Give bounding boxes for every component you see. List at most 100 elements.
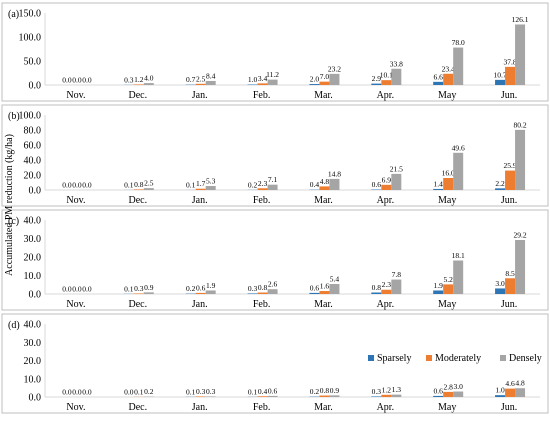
bar-sparsely	[495, 188, 505, 190]
data-label: 2.2	[495, 179, 505, 188]
legend-label: Moderately	[435, 353, 481, 364]
data-label: 0.6	[268, 386, 278, 395]
x-tick-label: Dec.	[129, 90, 148, 101]
data-label: 3.0	[454, 382, 464, 391]
bar-sparsely	[495, 395, 505, 397]
data-label: 0.0	[124, 388, 134, 397]
bar-densely	[515, 130, 525, 190]
bar-densely	[268, 185, 278, 190]
bar-densely	[391, 395, 401, 397]
bar-densely	[144, 83, 154, 85]
bar-moderately	[443, 74, 453, 85]
data-label: 0.6	[196, 283, 206, 292]
x-tick-label: Dec.	[129, 195, 148, 206]
data-label: 10.7	[494, 70, 507, 79]
bar-moderately	[319, 291, 329, 294]
data-label: 2.8	[444, 382, 454, 391]
x-tick-label: Jun.	[501, 402, 517, 413]
y-tick-label: 40.0	[24, 320, 42, 331]
x-tick-label: Nov.	[66, 402, 85, 413]
legend-swatch-sparsely	[368, 355, 374, 361]
bar-moderately	[319, 186, 329, 190]
y-tick-label: 30.0	[24, 234, 42, 245]
panel-frame	[2, 210, 548, 310]
data-label: 23.4	[442, 64, 455, 73]
y-tick-label: 20.0	[24, 171, 42, 182]
data-label: 7.8	[392, 270, 402, 279]
x-tick-label: Mar.	[314, 299, 333, 310]
data-label: 0.8	[258, 283, 268, 292]
data-label: 0.1	[248, 387, 258, 396]
bar-densely	[453, 48, 463, 85]
bar-densely	[391, 280, 401, 294]
bar-densely	[515, 388, 525, 397]
data-label: 6.9	[382, 175, 392, 184]
bar-moderately	[505, 67, 515, 85]
data-label: 10.1	[380, 71, 393, 80]
x-tick-label: Feb.	[253, 195, 271, 206]
x-tick-label: Nov.	[66, 90, 85, 101]
data-label: 0.2	[144, 387, 154, 396]
bar-moderately	[134, 293, 144, 294]
data-label: 7.1	[268, 175, 278, 184]
data-label: 0.0	[82, 76, 92, 85]
x-tick-label: Feb.	[253, 299, 271, 310]
y-tick-label: 100.0	[19, 33, 42, 44]
data-label: 33.8	[390, 59, 403, 68]
bar-moderately	[381, 290, 391, 294]
bar-moderately	[258, 188, 268, 190]
bar-sparsely	[309, 293, 319, 294]
data-label: 78.0	[452, 38, 465, 47]
data-label: 0.1	[186, 387, 196, 396]
data-label: 0.0	[82, 181, 92, 190]
bar-densely	[453, 261, 463, 294]
data-label: 3.0	[495, 279, 505, 288]
panel-frame	[2, 3, 548, 101]
x-tick-label: Jan.	[192, 90, 208, 101]
data-label: 49.6	[452, 143, 465, 152]
data-label: 11.2	[266, 70, 279, 79]
y-tick-label: 100.0	[19, 111, 42, 122]
bar-sparsely	[433, 189, 443, 190]
bar-densely	[391, 69, 401, 85]
data-label: 14.8	[328, 169, 341, 178]
data-label: 0.7	[186, 75, 196, 84]
data-label: 7.0	[320, 72, 330, 81]
data-label: 1.9	[434, 281, 444, 290]
bar-moderately	[258, 293, 268, 294]
bar-densely	[453, 153, 463, 190]
x-tick-label: Feb.	[253, 90, 271, 101]
data-label: 25.9	[504, 161, 517, 170]
panel-label: (a)	[8, 9, 19, 20]
data-label: 0.4	[310, 180, 320, 189]
bar-moderately	[134, 84, 144, 85]
data-label: 1.3	[392, 385, 402, 394]
x-tick-label: Dec.	[129, 299, 148, 310]
x-tick-label: Apr.	[377, 299, 395, 310]
data-label: 2.5	[196, 74, 206, 83]
data-label: 0.0	[72, 388, 82, 397]
data-label: 1.4	[434, 179, 444, 188]
data-label: 0.0	[82, 285, 92, 294]
bar-moderately	[505, 171, 515, 190]
y-tick-label: 0.0	[29, 290, 42, 301]
bar-moderately	[443, 178, 453, 190]
data-label: 1.6	[320, 282, 330, 291]
bar-sparsely	[433, 396, 443, 397]
bar-moderately	[381, 395, 391, 397]
data-label: 1.7	[196, 179, 206, 188]
bar-sparsely	[309, 84, 319, 85]
data-label: 29.2	[514, 230, 527, 239]
bar-sparsely	[371, 84, 381, 85]
bar-sparsely	[433, 290, 443, 294]
x-tick-label: Apr.	[377, 90, 395, 101]
data-label: 4.0	[144, 74, 154, 83]
x-tick-label: Dec.	[129, 402, 148, 413]
data-label: 0.3	[196, 387, 206, 396]
bar-densely	[329, 179, 339, 190]
x-tick-label: Jan.	[192, 195, 208, 206]
bar-densely	[391, 174, 401, 190]
